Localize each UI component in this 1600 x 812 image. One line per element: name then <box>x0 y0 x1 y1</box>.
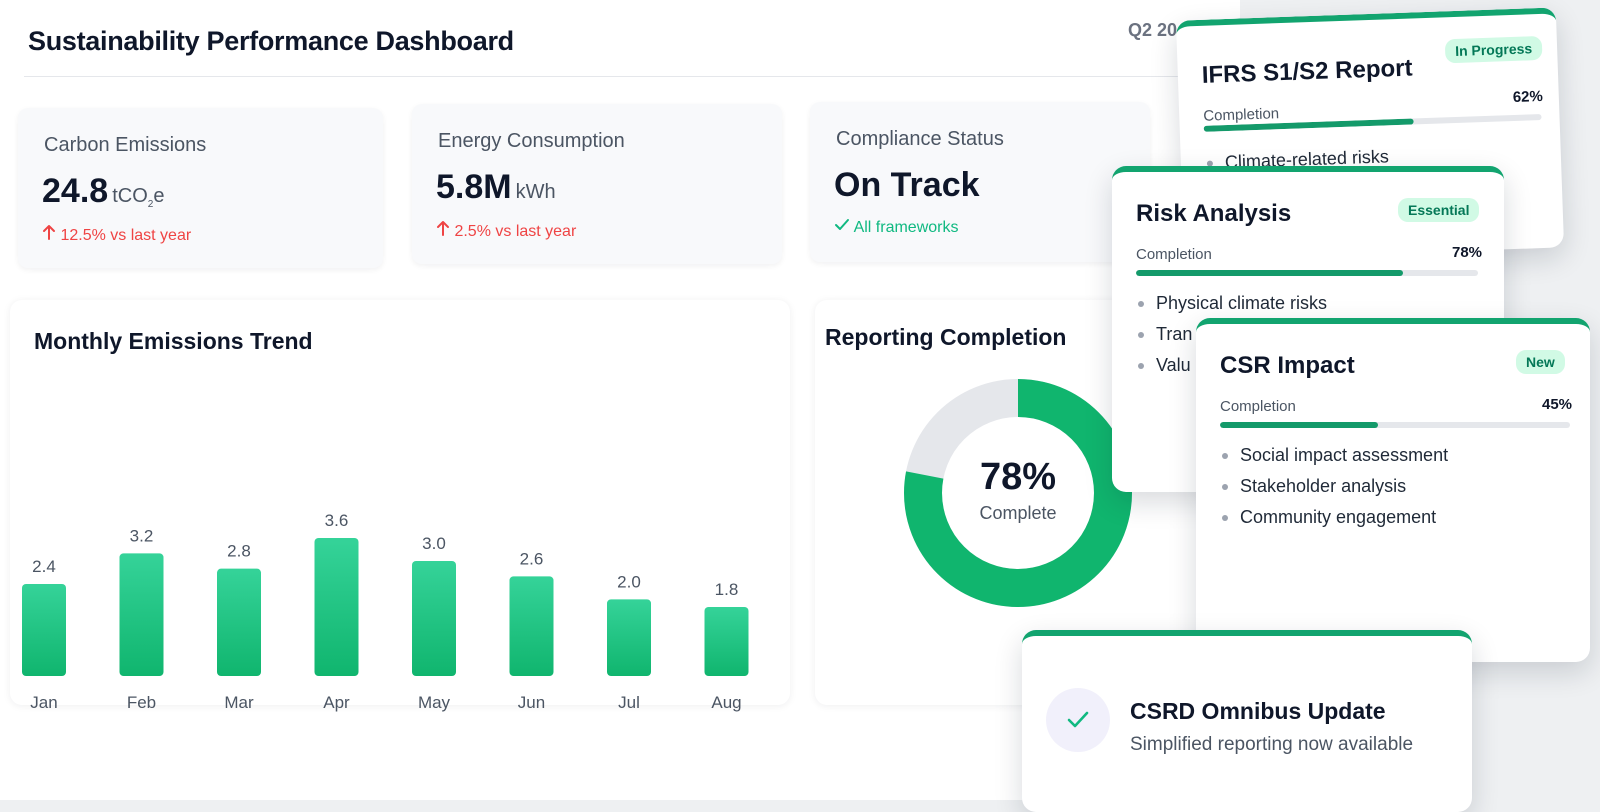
stat-unit: tCO2e <box>112 185 165 210</box>
arrow-up-icon <box>42 225 56 244</box>
dashboard: Sustainability Performance Dashboard Q2 … <box>0 0 1240 800</box>
bar-value-label: 3.0 <box>422 534 446 553</box>
status-badge: In Progress <box>1444 35 1543 64</box>
list-item: Social impact assessment <box>1220 440 1448 471</box>
bar-value-label: 2.8 <box>227 542 251 561</box>
x-tick-label: Jul <box>618 693 640 712</box>
stat-label: Energy Consumption <box>438 130 625 152</box>
donut-chart <box>904 379 1132 607</box>
progress-bar <box>1136 270 1478 276</box>
stat-card-energy[interactable]: Energy Consumption 5.8M kWh 2.5% vs last … <box>412 104 782 264</box>
bar-value-label: 3.6 <box>325 511 349 530</box>
stat-change: 2.5% vs last year <box>436 220 576 241</box>
bar-jun[interactable] <box>509 576 554 676</box>
status-badge: New <box>1516 350 1565 374</box>
progress-fill <box>1136 270 1403 276</box>
update-notification[interactable]: CSRD Omnibus Update Simplified reporting… <box>1022 630 1472 812</box>
bar-jul[interactable] <box>607 599 651 676</box>
title-divider <box>24 76 1204 77</box>
chart-title: Monthly Emissions Trend <box>34 328 313 354</box>
completion-label: Completion <box>1220 398 1296 415</box>
bar-value-label: 2.6 <box>520 549 544 568</box>
report-card-title: IFRS S1/S2 Report <box>1201 54 1413 89</box>
x-tick-label: Feb <box>127 693 156 712</box>
x-tick-label: Aug <box>711 693 741 712</box>
x-tick-label: May <box>418 693 451 712</box>
bar-value-label: 3.2 <box>130 526 154 545</box>
update-subtitle: Simplified reporting now available <box>1130 734 1414 755</box>
period-label[interactable]: Q2 20 <box>1128 20 1178 40</box>
stat-change: 12.5% vs last year <box>42 224 191 245</box>
completion-percent: 45% <box>1542 396 1573 413</box>
report-card-title: CSR Impact <box>1220 352 1355 379</box>
arrow-up-icon <box>436 221 450 240</box>
x-tick-label: Jun <box>518 693 545 712</box>
list-item: Tran <box>1136 319 1327 350</box>
emissions-bar-chart: 2.4 Jan 3.2 Feb 2.8 Mar 3.6 Apr 3.0 May 2.6 Jun 2.0 J… <box>22 511 749 712</box>
stat-value: 24.8 tCO2e <box>42 172 165 210</box>
stat-card-carbon[interactable]: Carbon Emissions 24.8 tCO2e 12.5% vs last… <box>18 108 383 268</box>
stat-note: All frameworks <box>834 218 958 237</box>
stat-unit: kWh <box>515 181 556 203</box>
list-item: Physical climate risks <box>1136 288 1327 319</box>
donut-center: 78% Complete <box>903 456 1133 524</box>
stat-value: On Track <box>834 166 980 204</box>
bar-aug[interactable] <box>704 607 749 676</box>
report-card-title: Risk Analysis <box>1136 200 1292 227</box>
list-item: Community engagement <box>1220 502 1448 533</box>
completion-percent: 78% <box>1452 244 1483 261</box>
bar-mar[interactable] <box>217 568 261 676</box>
status-badge: Essential <box>1398 198 1480 222</box>
completion-percent: 62% <box>1512 87 1544 106</box>
list-item: Valu <box>1136 350 1327 381</box>
donut-sublabel: Complete <box>979 503 1057 523</box>
bar-jan[interactable] <box>22 584 66 676</box>
bar-value-label: 2.4 <box>32 557 56 576</box>
check-circle-icon <box>1046 688 1110 752</box>
page-title: Sustainability Performance Dashboard <box>28 26 514 56</box>
check-icon <box>834 219 850 236</box>
completion-title: Reporting Completion <box>825 324 1067 350</box>
completion-label: Completion <box>1202 105 1280 125</box>
completion-donut: 78% Complete <box>903 378 1133 608</box>
bar-value-label: 1.8 <box>715 580 739 599</box>
bar-apr[interactable] <box>314 538 359 676</box>
bar-value-label: 2.0 <box>617 572 641 591</box>
report-card-csr[interactable]: CSR Impact New Completion 45% Social imp… <box>1196 318 1590 662</box>
bar-feb[interactable] <box>119 553 164 676</box>
x-tick-label: Mar <box>224 693 254 712</box>
bar-may[interactable] <box>412 561 456 676</box>
completion-label: Completion <box>1136 246 1212 263</box>
update-title: CSRD Omnibus Update <box>1130 698 1386 724</box>
progress-fill <box>1220 422 1378 428</box>
stat-card-compliance[interactable]: Compliance Status On Track All framework… <box>810 102 1150 262</box>
stat-value: 5.8M kWh <box>436 168 556 206</box>
stat-label: Compliance Status <box>836 128 1004 150</box>
report-items: Social impact assessment Stakeholder ana… <box>1220 440 1448 533</box>
x-tick-label: Apr <box>323 693 350 712</box>
donut-percent: 78% <box>979 456 1057 498</box>
list-item: Stakeholder analysis <box>1220 471 1448 502</box>
x-tick-label: Jan <box>30 693 57 712</box>
report-items: Physical climate risks Tran Valu <box>1136 288 1327 381</box>
donut-complete-slice <box>904 379 1132 607</box>
emissions-chart-card: Monthly Emissions Trend 2.4 Jan 3.2 Feb 2.8 M… <box>10 300 790 712</box>
progress-bar <box>1220 422 1570 428</box>
stat-label: Carbon Emissions <box>44 134 207 156</box>
